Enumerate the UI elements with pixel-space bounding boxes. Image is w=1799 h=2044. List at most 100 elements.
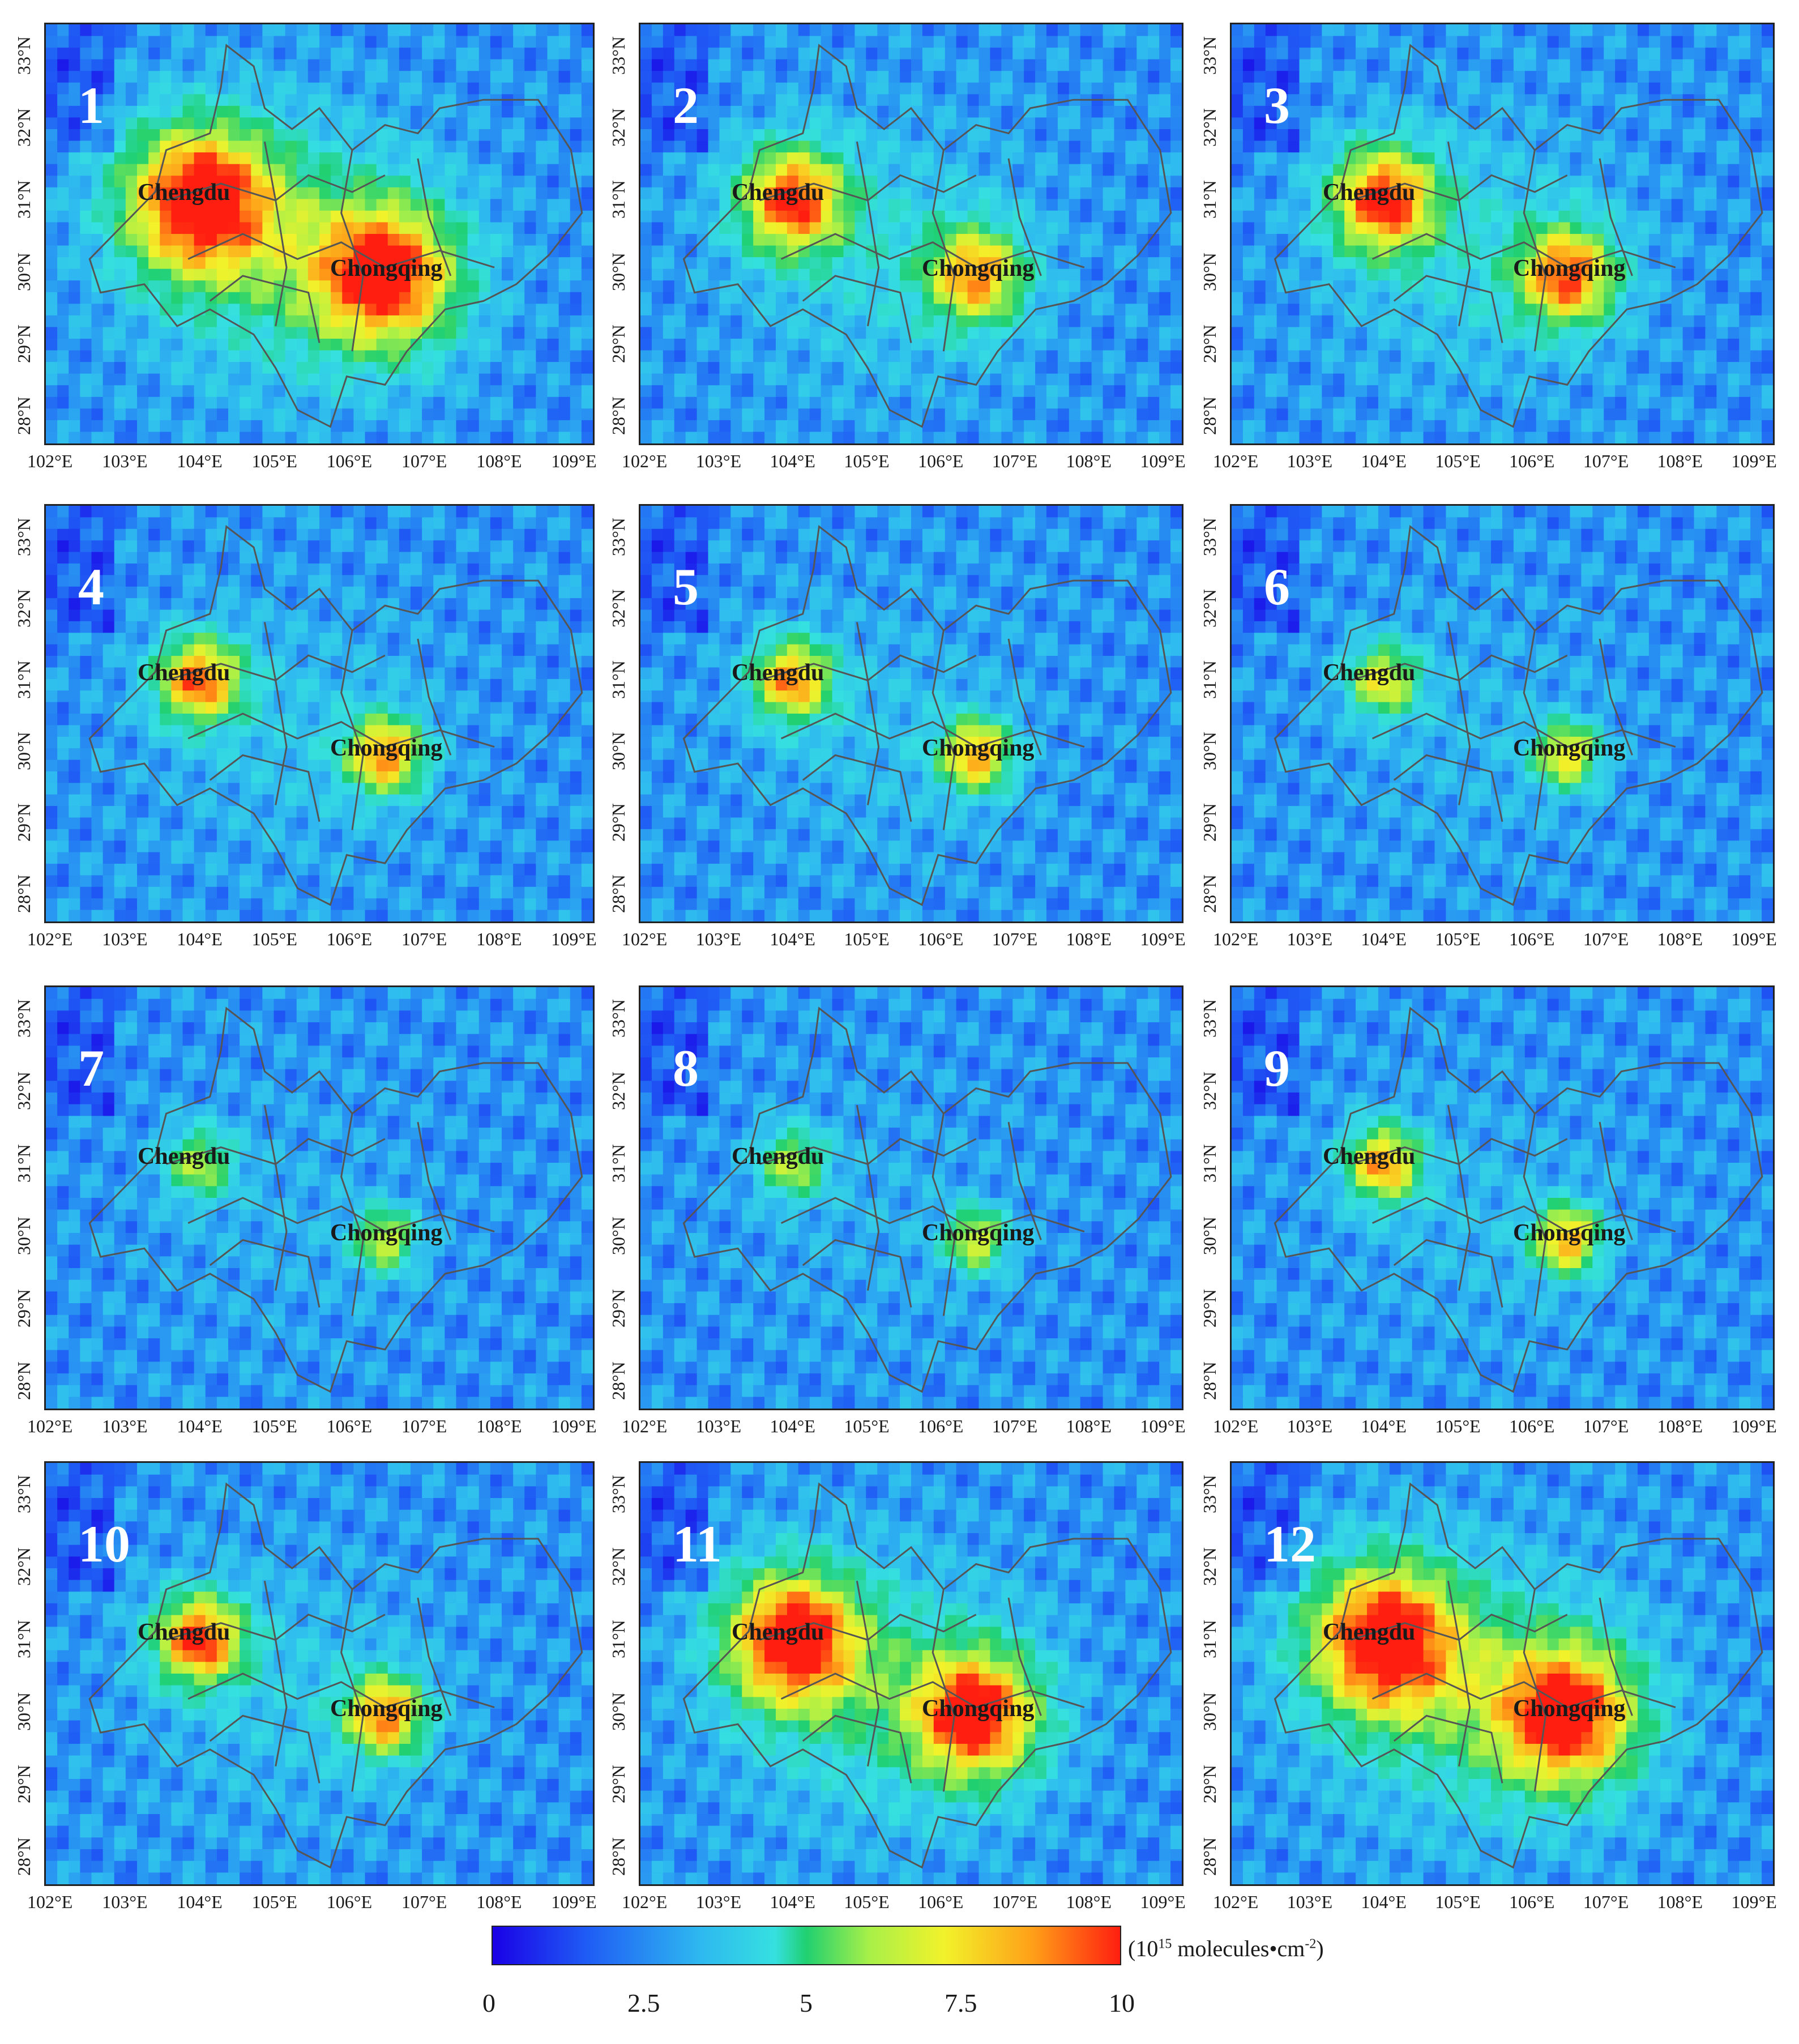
heatmap-cell: [719, 140, 731, 153]
heatmap-cell: [387, 292, 400, 304]
heatmap-cell: [1232, 176, 1244, 188]
heatmap-cell: [1299, 94, 1311, 106]
heatmap-cell: [296, 396, 309, 409]
heatmap-cell: [696, 327, 708, 339]
heatmap-cell: [1299, 164, 1311, 176]
heatmap-cell: [319, 396, 331, 409]
heatmap-cell: [91, 129, 104, 141]
heatmap-cell: [524, 59, 536, 71]
heatmap-cell: [1103, 82, 1114, 95]
heatmap-cell: [990, 71, 1002, 83]
heatmap-cell: [353, 48, 365, 60]
heatmap-cell: [730, 362, 742, 374]
heatmap-cell: [1694, 245, 1706, 258]
heatmap-cell: [843, 268, 855, 281]
heatmap-cell: [1536, 176, 1548, 188]
heatmap-cell: [1254, 164, 1266, 176]
heatmap-cell: [1024, 176, 1036, 188]
heatmap-cell: [353, 36, 365, 48]
heatmap-cell: [640, 94, 652, 106]
longitude-label: 102°E: [622, 451, 667, 472]
heatmap-cell: [228, 362, 240, 374]
heatmap-cell: [125, 24, 138, 36]
heatmap-cell: [148, 71, 160, 83]
heatmap-cell: [877, 71, 889, 83]
heatmap-cell: [194, 176, 206, 188]
heatmap-cell: [422, 222, 434, 234]
heatmap-cell: [719, 420, 731, 432]
heatmap-cell: [1626, 234, 1638, 246]
heatmap-cell: [285, 222, 297, 234]
heatmap-cell: [1254, 280, 1266, 293]
heatmap-cell: [776, 94, 788, 106]
heatmap-cell: [821, 129, 833, 141]
heatmap-cell: [1660, 117, 1672, 130]
heatmap-cell: [730, 105, 742, 118]
heatmap-cell: [331, 304, 343, 316]
heatmap-cell: [696, 350, 708, 362]
heatmap-cell: [787, 396, 799, 409]
heatmap-cell: [194, 327, 206, 339]
heatmap-cell: [1682, 350, 1695, 362]
heatmap-cell: [501, 268, 514, 281]
heatmap-cell: [866, 408, 878, 421]
heatmap-cell: [376, 304, 388, 316]
heatmap-cell: [160, 408, 172, 421]
heatmap-cell: [160, 82, 172, 95]
heatmap-cell: [547, 105, 559, 118]
heatmap-cell: [1378, 292, 1390, 304]
heatmap-cell: [1671, 315, 1683, 327]
heatmap-cell: [80, 129, 92, 141]
heatmap-cell: [1660, 315, 1672, 327]
heatmap-cell: [922, 222, 934, 234]
heatmap-cell: [1159, 385, 1171, 398]
heatmap-cell: [91, 105, 104, 118]
heatmap-cell: [1310, 140, 1322, 153]
heatmap-cell: [1648, 304, 1661, 316]
heatmap-cell: [956, 152, 968, 165]
heatmap-cell: [456, 24, 468, 36]
heatmap-cell: [764, 432, 776, 443]
heatmap-cell: [1322, 152, 1334, 165]
heatmap-cell: [228, 82, 240, 95]
heatmap-cell: [1581, 152, 1593, 165]
heatmap-cell: [696, 71, 708, 83]
heatmap-cell: [1299, 339, 1311, 351]
heatmap-cell: [753, 245, 765, 258]
heatmap-cell: [888, 350, 900, 362]
heatmap-cell: [1671, 140, 1683, 153]
heatmap-cell: [1356, 362, 1368, 374]
heatmap-cell: [262, 71, 274, 83]
heatmap-cell: [1276, 187, 1289, 199]
heatmap-cell: [674, 199, 686, 211]
heatmap-cell: [1592, 71, 1604, 83]
heatmap-cell: [1344, 71, 1356, 83]
heatmap-cell: [102, 210, 115, 223]
heatmap-cell: [490, 245, 502, 258]
heatmap-cell: [342, 82, 354, 95]
heatmap-cell: [1446, 24, 1458, 36]
heatmap-cell: [274, 82, 286, 95]
heatmap-cell: [832, 304, 844, 316]
heatmap-cell: [1434, 140, 1446, 153]
heatmap-cell: [1389, 315, 1401, 327]
heatmap-cell: [1254, 373, 1266, 386]
heatmap-cell: [274, 327, 286, 339]
heatmap-cell: [1299, 187, 1311, 199]
heatmap-cell: [663, 292, 675, 304]
heatmap-cell: [194, 48, 206, 60]
heatmap-cell: [501, 24, 514, 36]
heatmap-cell: [1604, 24, 1616, 36]
heatmap-cell: [102, 176, 115, 188]
heatmap-cell: [1091, 48, 1104, 60]
heatmap-cell: [1310, 234, 1322, 246]
heatmap-cell: [1114, 164, 1126, 176]
heatmap-cell: [1310, 199, 1322, 211]
heatmap-cell: [274, 48, 286, 60]
heatmap-cell: [1136, 257, 1148, 270]
heatmap-cell: [182, 94, 195, 106]
heatmap-cell: [1057, 71, 1070, 83]
heatmap-cell: [182, 350, 195, 362]
heatmap-cell: [216, 24, 229, 36]
heatmap-cell: [764, 117, 776, 130]
